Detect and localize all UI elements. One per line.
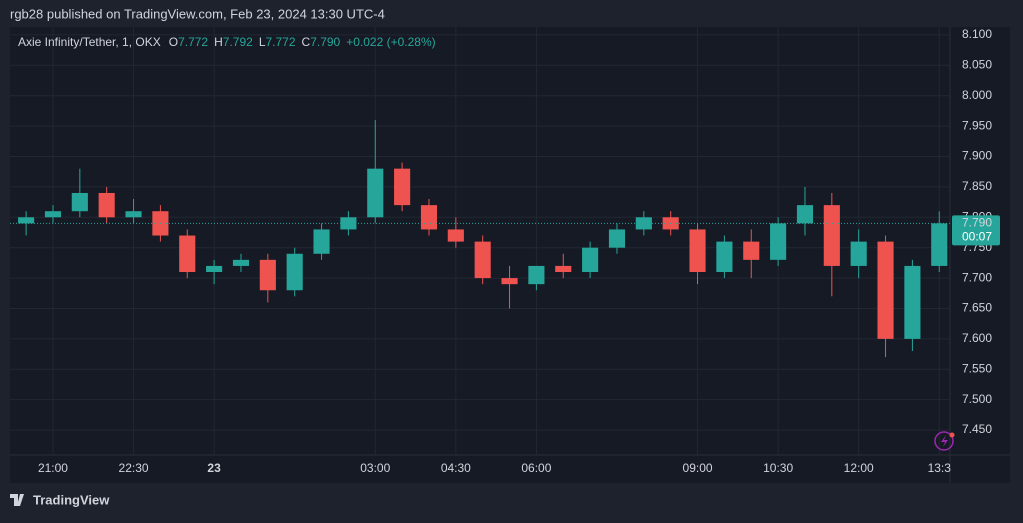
candle-body (44, 211, 62, 218)
candle-body (447, 229, 464, 242)
legend-change: +0.022 (+0.28%) (346, 35, 435, 49)
candle-body (232, 259, 250, 266)
chart-area (10, 27, 1010, 483)
header: rgb28 published on TradingView.com, Feb … (10, 6, 385, 21)
y-tick-label: 7.900 (962, 149, 992, 163)
candle-body (394, 168, 411, 206)
candle-body (689, 229, 706, 273)
candle-body (823, 205, 840, 266)
x-tick-label: 23 (207, 461, 221, 475)
y-tick-label: 7.600 (962, 331, 992, 345)
candle-body (877, 241, 894, 339)
candle-body (501, 278, 518, 285)
x-tick-label: 09:00 (683, 461, 713, 475)
x-tick-label: 03:00 (360, 461, 390, 475)
candle-body (555, 265, 572, 273)
y-tick-label: 7.500 (962, 392, 992, 406)
candle-body (286, 253, 303, 291)
legend-value: 7.772 (266, 35, 296, 49)
x-tick-label: 12:00 (844, 461, 874, 475)
legend-key: L (259, 35, 266, 49)
y-tick-label: 7.450 (962, 422, 992, 436)
footer-brand: TradingView (33, 492, 110, 507)
candle-body (528, 265, 545, 285)
candle-body (474, 241, 491, 279)
candle-body (18, 217, 35, 224)
candle-body (206, 265, 223, 273)
y-tick-label: 7.650 (962, 301, 992, 315)
y-tick-label: 7.950 (962, 118, 992, 132)
x-tick-label: 13:3 (928, 461, 952, 475)
last-price-box (952, 215, 1000, 246)
y-tick-label: 8.000 (962, 88, 992, 102)
y-tick-label: 8.100 (962, 27, 992, 41)
legend: Axie Infinity/Tether, 1, OKX O7.772 H7.792… (18, 35, 436, 49)
y-tick-label: 7.550 (962, 361, 992, 375)
countdown: 00:07 (962, 230, 992, 244)
x-tick-label: 21:00 (38, 461, 68, 475)
candle-body (98, 192, 115, 218)
candle-body (71, 192, 88, 212)
legend-value: 7.792 (223, 35, 253, 49)
legend-key: O (169, 35, 178, 49)
y-tick-label: 7.700 (962, 270, 992, 284)
x-tick-label: 10:30 (763, 461, 793, 475)
x-tick-label: 04:30 (441, 461, 471, 475)
candle-body (367, 168, 384, 218)
candle-body (420, 205, 438, 230)
legend-value: 7.790 (310, 35, 340, 49)
candle-body (582, 247, 599, 273)
y-tick-label: 7.850 (962, 179, 992, 193)
legend-key: C (302, 35, 311, 49)
legend-symbol: Axie Infinity/Tether, 1, OKX (18, 35, 161, 49)
lightning-icon (934, 431, 955, 451)
x-tick-label: 22:30 (119, 461, 149, 475)
candle-body (931, 223, 948, 266)
candle-body (904, 265, 921, 339)
x-tick-label: 06:00 (521, 461, 551, 475)
candle-body (259, 259, 276, 291)
candle-body (340, 217, 357, 230)
candle-body (770, 223, 787, 260)
legend-key: H (214, 35, 223, 49)
candle-body (125, 211, 142, 218)
candle-body (716, 241, 733, 273)
y-tick-label: 8.050 (962, 57, 992, 71)
last-price-label: 7.790 (962, 216, 992, 230)
legend-value: 7.772 (178, 35, 208, 49)
candle-body (313, 229, 330, 254)
candle-body (796, 205, 814, 224)
candle-body (179, 235, 196, 273)
candle-body (743, 241, 760, 260)
logo (10, 494, 24, 506)
candle-body (608, 229, 626, 248)
candle-body (850, 241, 867, 266)
